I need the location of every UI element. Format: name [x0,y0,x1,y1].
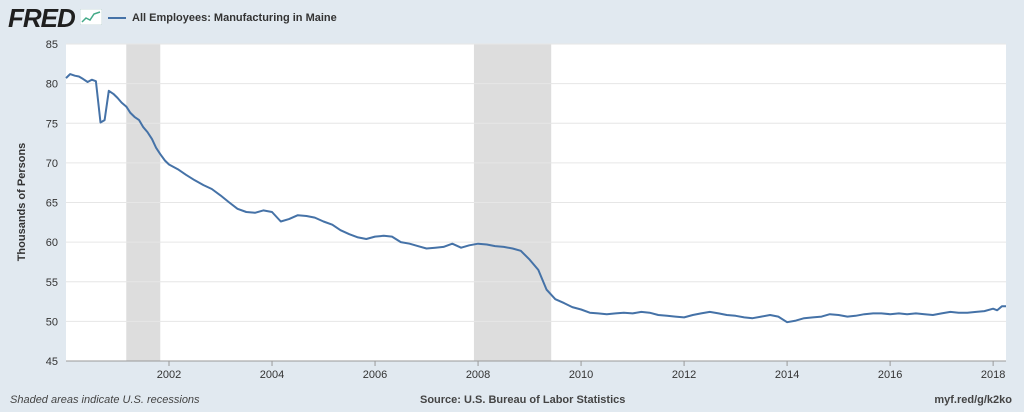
x-tick-label: 2004 [260,369,284,381]
x-tick-label: 2014 [775,369,799,381]
short-link[interactable]: myf.red/g/k2ko [934,394,1012,406]
chart-header: FRED All Employees: Manufacturing in Mai… [0,0,1024,36]
legend-label: All Employees: Manufacturing in Maine [132,12,337,24]
y-axis-label: Thousands of Persons [16,142,28,262]
y-tick-label: 65 [46,198,58,210]
x-tick-label: 2002 [157,369,181,381]
x-tick-label: 2006 [363,369,387,381]
legend-swatch [108,17,126,19]
x-tick-label: 2018 [981,369,1005,381]
y-tick-label: 85 [46,39,58,51]
line-graph-icon [80,9,102,25]
y-tick-label: 75 [46,118,58,130]
x-tick-label: 2008 [466,369,490,381]
y-tick-label: 50 [46,316,58,328]
x-tick-label: 2016 [878,369,902,381]
y-tick-label: 55 [46,277,58,289]
recession-note: Shaded areas indicate U.S. recessions [10,394,200,406]
x-tick-label: 2010 [569,369,593,381]
fred-logo[interactable]: FRED [8,3,76,33]
legend: All Employees: Manufacturing in Maine [108,12,337,24]
y-tick-label: 70 [46,158,58,170]
series-line [65,73,1006,324]
x-tick-label: 2012 [672,369,696,381]
y-tick-label: 45 [46,356,58,368]
y-tick-label: 80 [46,79,58,91]
y-tick-label: 60 [46,237,58,249]
source-text: Source: U.S. Bureau of Labor Statistics [420,394,626,406]
